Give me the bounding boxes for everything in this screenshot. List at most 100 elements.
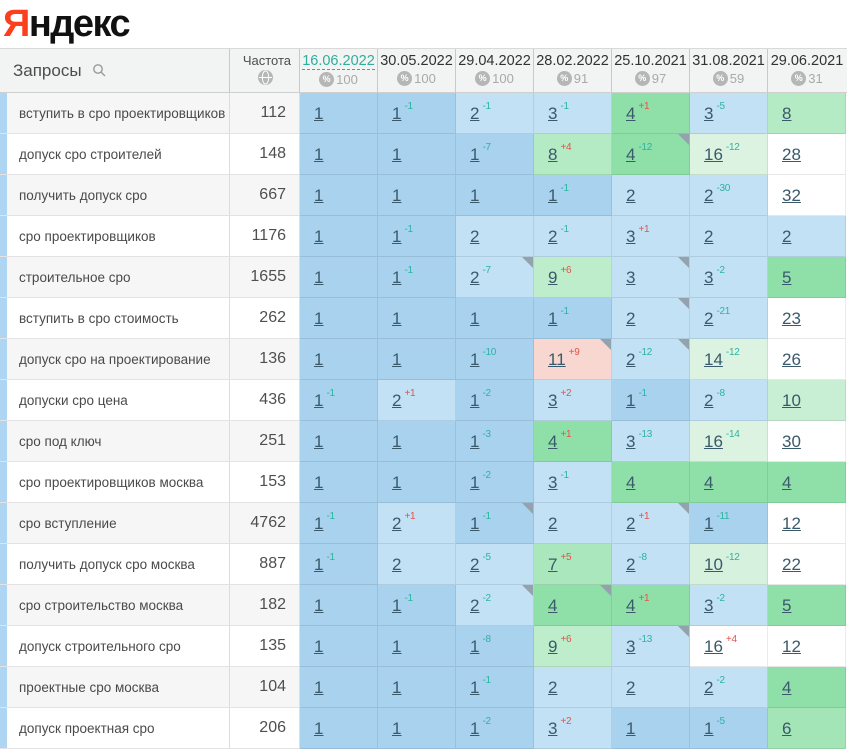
position-link[interactable]: 2 [626,513,636,533]
position-link[interactable]: 4 [782,677,792,697]
date-link[interactable]: 29.06.2021 [770,53,844,69]
position-link[interactable]: 2 [392,554,402,574]
position-link[interactable]: 3 [548,103,558,123]
position-link[interactable]: 1 [314,636,324,656]
position-link[interactable]: 1 [392,308,402,328]
position-link[interactable]: 22 [782,554,801,574]
position-link[interactable]: 1 [470,472,480,492]
position-link[interactable]: 1 [392,144,402,164]
position-link[interactable]: 1 [704,718,714,738]
date-link[interactable]: 28.02.2022 [536,53,609,69]
position-link[interactable]: 4 [626,103,636,123]
position-link[interactable]: 1 [392,636,402,656]
position-link[interactable]: 2 [548,677,558,697]
position-link[interactable]: 2 [470,267,480,287]
position-link[interactable]: 3 [548,390,558,410]
position-link[interactable]: 2 [704,308,714,328]
position-link[interactable]: 4 [626,144,636,164]
position-link[interactable]: 1 [626,718,636,738]
position-link[interactable]: 1 [392,472,402,492]
position-link[interactable]: 3 [548,472,558,492]
date-link[interactable]: 25.10.2021 [614,53,687,69]
position-link[interactable]: 1 [626,390,636,410]
position-link[interactable]: 3 [704,595,714,615]
position-link[interactable]: 16 [704,636,723,656]
position-link[interactable]: 7 [548,554,558,574]
position-link[interactable]: 10 [704,554,723,574]
position-link[interactable]: 1 [314,513,324,533]
position-link[interactable]: 12 [782,636,801,656]
position-link[interactable]: 2 [548,513,558,533]
position-link[interactable]: 4 [548,431,558,451]
position-link[interactable]: 3 [626,431,636,451]
position-link[interactable]: 1 [470,636,480,656]
position-link[interactable]: 2 [392,390,402,410]
position-link[interactable]: 2 [470,226,480,246]
position-link[interactable]: 1 [392,677,402,697]
position-link[interactable]: 2 [704,390,714,410]
position-link[interactable]: 1 [314,718,324,738]
position-link[interactable]: 2 [470,103,480,123]
position-link[interactable]: 1 [392,267,402,287]
position-link[interactable]: 2 [626,185,636,205]
position-link[interactable]: 1 [548,185,558,205]
position-link[interactable]: 4 [626,472,636,492]
position-link[interactable]: 1 [392,226,402,246]
search-icon[interactable] [92,63,107,78]
position-link[interactable]: 4 [548,595,558,615]
date-link[interactable]: 31.08.2021 [692,53,765,69]
position-link[interactable]: 5 [782,267,792,287]
position-link[interactable]: 3 [704,267,714,287]
position-link[interactable]: 1 [470,390,480,410]
position-link[interactable]: 2 [392,513,402,533]
position-link[interactable]: 2 [626,308,636,328]
position-link[interactable]: 1 [392,595,402,615]
position-link[interactable]: 1 [470,718,480,738]
position-link[interactable]: 1 [314,349,324,369]
position-link[interactable]: 1 [314,103,324,123]
position-link[interactable]: 1 [392,185,402,205]
position-link[interactable]: 2 [626,349,636,369]
position-link[interactable]: 9 [548,636,558,656]
position-link[interactable]: 2 [470,554,480,574]
position-link[interactable]: 2 [626,554,636,574]
position-link[interactable]: 2 [704,226,714,246]
position-link[interactable]: 12 [782,513,801,533]
position-link[interactable]: 1 [392,103,402,123]
position-link[interactable]: 1 [314,267,324,287]
position-link[interactable]: 3 [548,718,558,738]
position-link[interactable]: 1 [314,677,324,697]
position-link[interactable]: 1 [704,513,714,533]
position-link[interactable]: 4 [704,472,714,492]
position-link[interactable]: 4 [782,472,792,492]
position-link[interactable]: 2 [704,185,714,205]
position-link[interactable]: 3 [626,267,636,287]
position-link[interactable]: 3 [626,226,636,246]
position-link[interactable]: 5 [782,595,792,615]
position-link[interactable]: 1 [470,513,480,533]
position-link[interactable]: 1 [314,390,324,410]
position-link[interactable]: 16 [704,144,723,164]
position-link[interactable]: 1 [470,677,480,697]
position-link[interactable]: 1 [314,185,324,205]
position-link[interactable]: 1 [392,431,402,451]
date-link[interactable]: 30.05.2022 [380,53,453,69]
position-link[interactable]: 2 [470,595,480,615]
position-link[interactable]: 11 [548,349,566,369]
position-link[interactable]: 1 [314,595,324,615]
position-link[interactable]: 1 [392,718,402,738]
position-link[interactable]: 8 [782,103,792,123]
position-link[interactable]: 1 [314,144,324,164]
position-link[interactable]: 1 [314,431,324,451]
position-link[interactable]: 10 [782,390,801,410]
position-link[interactable]: 3 [626,636,636,656]
position-link[interactable]: 3 [704,103,714,123]
position-link[interactable]: 6 [782,718,792,738]
date-link[interactable]: 29.04.2022 [458,53,531,69]
position-link[interactable]: 28 [782,144,801,164]
position-link[interactable]: 1 [470,431,480,451]
position-link[interactable]: 1 [470,308,480,328]
position-link[interactable]: 16 [704,431,723,451]
position-link[interactable]: 1 [470,185,480,205]
position-link[interactable]: 30 [782,431,801,451]
